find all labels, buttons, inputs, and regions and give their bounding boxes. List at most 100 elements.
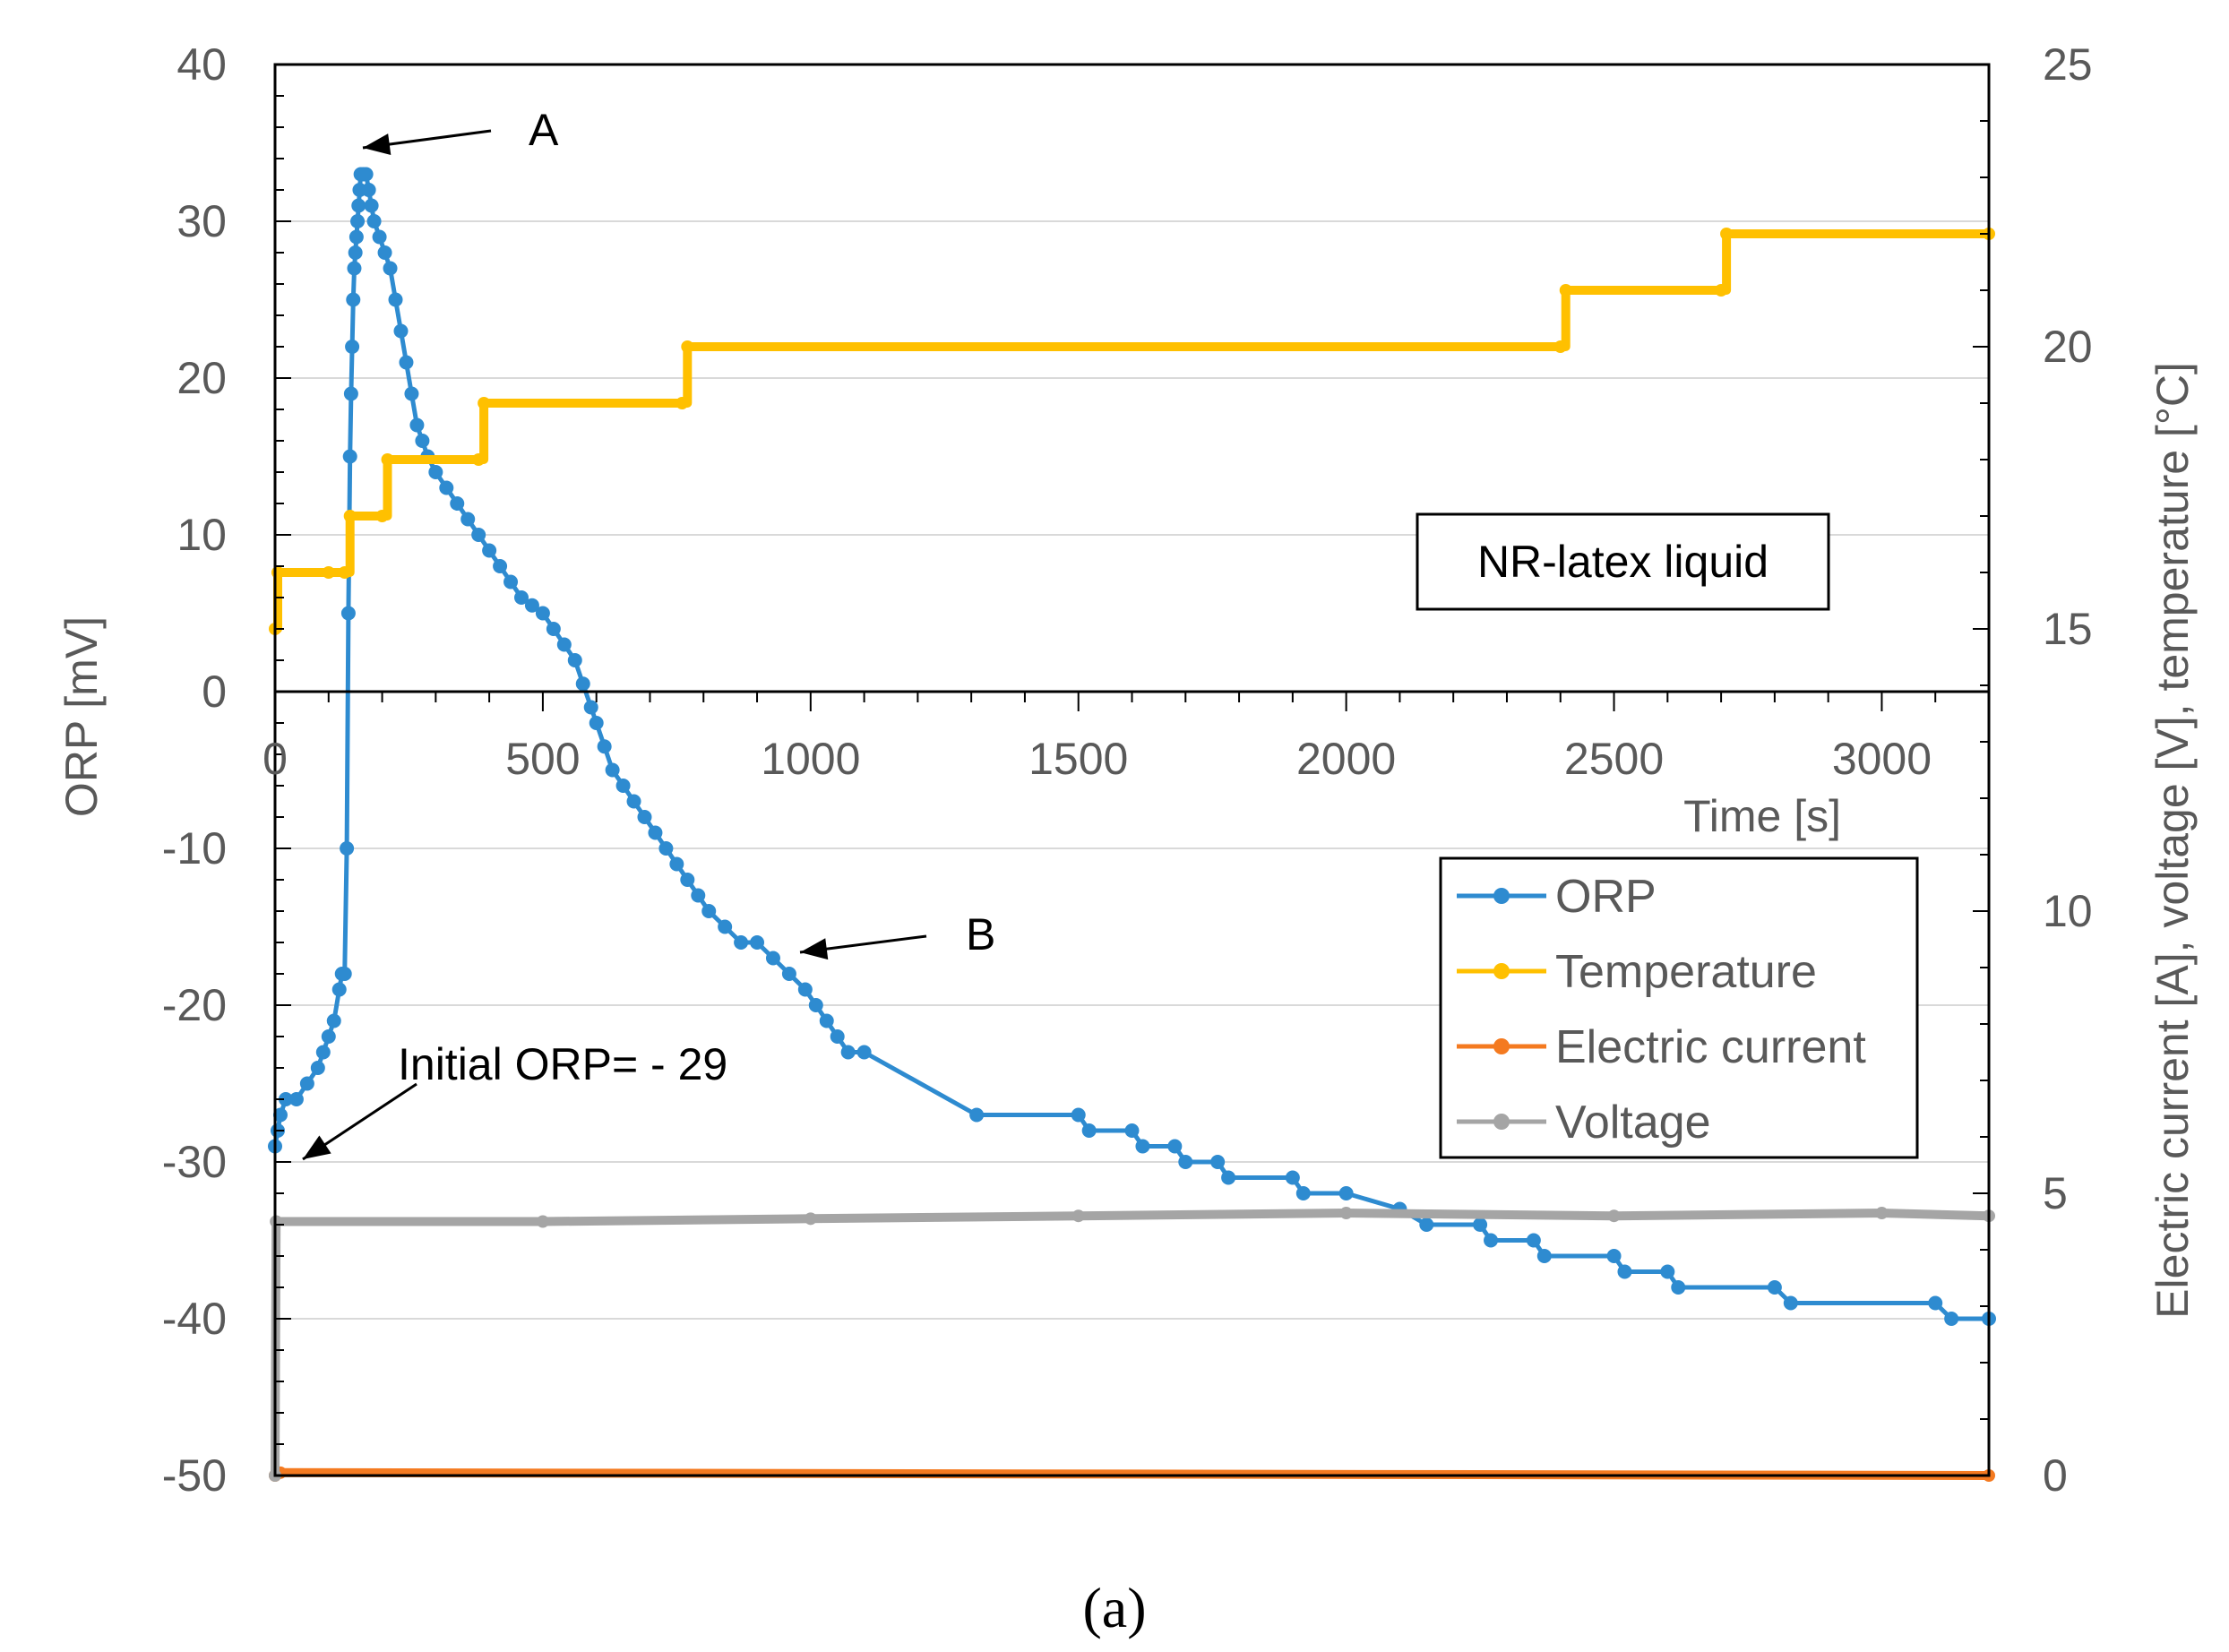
data-point-orp xyxy=(460,512,476,527)
x-tick-label: 1500 xyxy=(1028,734,1128,784)
data-point-orp xyxy=(348,245,363,260)
data-point-orp xyxy=(1295,1186,1311,1200)
x-title: Time [s] xyxy=(1683,791,1841,841)
data-point-orp xyxy=(361,183,376,197)
series-temperature xyxy=(269,228,1995,635)
data-point-orp xyxy=(1484,1233,1499,1248)
x-tick-label: 1000 xyxy=(761,734,860,784)
data-point-orp xyxy=(1338,1186,1354,1200)
legend: ORP Temperature Electric current Voltage xyxy=(1439,856,1919,1159)
data-point-temperature xyxy=(681,340,694,353)
data-point-orp xyxy=(1071,1107,1086,1123)
data-point-orp xyxy=(718,919,733,934)
data-point-temperature xyxy=(1715,284,1728,297)
data-point-orp xyxy=(969,1107,985,1123)
data-point-orp xyxy=(680,873,695,887)
data-point-orp xyxy=(819,1013,834,1028)
legend-label: Electric current xyxy=(1555,1021,1866,1073)
data-point-voltage xyxy=(536,1215,549,1228)
data-point-orp xyxy=(765,951,780,966)
data-point-orp xyxy=(331,982,347,997)
legend-item-temperature: Temperature xyxy=(1457,946,1817,998)
annotation-label: A xyxy=(529,105,559,155)
data-point-orp xyxy=(546,622,561,636)
data-point-orp xyxy=(524,598,539,613)
data-point-orp xyxy=(840,1045,856,1060)
data-point-orp xyxy=(471,528,486,542)
data-point-temperature xyxy=(375,510,389,522)
data-point-temperature xyxy=(472,453,486,466)
sample-label: NR-latex liquid xyxy=(1477,537,1769,587)
annotation-label: Initial ORP= - 29 xyxy=(398,1039,727,1089)
data-point-orp xyxy=(637,810,652,824)
data-point-orp xyxy=(1124,1123,1140,1138)
data-point-temperature xyxy=(381,453,394,466)
data-point-orp xyxy=(393,323,409,339)
data-point-temperature xyxy=(1559,284,1572,297)
data-point-orp xyxy=(1135,1139,1150,1154)
data-point-orp xyxy=(337,967,352,981)
data-point-orp xyxy=(1526,1233,1541,1248)
data-point-orp xyxy=(1473,1217,1488,1232)
data-point-orp xyxy=(589,716,604,730)
y-right-tick-label: 25 xyxy=(2043,39,2093,90)
y-right-tick-label: 20 xyxy=(2043,322,2093,372)
legend-swatch-marker xyxy=(1493,963,1510,979)
data-point-orp xyxy=(1944,1312,1959,1326)
legend-swatch-marker xyxy=(1493,1114,1510,1130)
data-point-orp xyxy=(272,1107,288,1123)
labels: 0 500 1000 1500 2000 2500 3000 40 30 20 10 0 -10 -20 -… xyxy=(56,39,2198,1639)
sample-label-box xyxy=(1416,512,1830,611)
data-point-voltage xyxy=(1339,1207,1353,1220)
y-left-tick-label: 0 xyxy=(202,667,227,717)
data-point-temperature xyxy=(1720,228,1734,240)
x-tick-label: 2000 xyxy=(1296,734,1396,784)
annotation-arrowhead xyxy=(363,133,392,155)
annotation-label: B xyxy=(966,909,995,959)
y-left-tick-label: 20 xyxy=(176,353,227,403)
data-point-orp xyxy=(388,292,403,307)
axes xyxy=(274,64,1990,1476)
legend-label: Voltage xyxy=(1555,1097,1711,1149)
y-left-tick-label: -10 xyxy=(162,823,227,873)
figure-caption: (a) xyxy=(1082,1576,1146,1639)
plot-frame xyxy=(273,63,1991,1477)
data-point-orp xyxy=(1617,1264,1632,1279)
data-point-orp xyxy=(1178,1155,1193,1169)
y-right-tick-label: 10 xyxy=(2043,886,2093,936)
data-point-orp xyxy=(1536,1249,1552,1263)
data-point-voltage xyxy=(1607,1209,1621,1223)
data-point-orp xyxy=(493,559,508,573)
data-point-orp xyxy=(1928,1295,1943,1311)
data-point-orp xyxy=(349,229,364,245)
data-point-orp xyxy=(310,1061,325,1075)
data-point-orp xyxy=(343,386,358,401)
x-tick-label: 0 xyxy=(262,734,288,784)
data-point-orp xyxy=(364,198,379,213)
y-left-tick-label: 10 xyxy=(176,510,227,560)
series-orp xyxy=(268,167,1996,1326)
y-left-tick-label: -20 xyxy=(162,980,227,1030)
data-point-orp xyxy=(583,700,598,715)
data-point-voltage xyxy=(1071,1209,1085,1223)
legend-label: ORP xyxy=(1555,871,1657,923)
data-point-orp xyxy=(1783,1295,1798,1311)
data-point-orp xyxy=(1285,1170,1300,1185)
data-point-orp xyxy=(1167,1139,1183,1154)
data-point-orp xyxy=(750,935,765,950)
data-point-orp xyxy=(513,590,529,605)
data-point-orp xyxy=(691,888,706,903)
data-point-orp xyxy=(567,653,582,667)
data-point-orp xyxy=(399,355,414,370)
data-point-temperature xyxy=(478,397,491,409)
data-point-orp xyxy=(326,1013,341,1028)
data-point-orp xyxy=(597,739,612,754)
y-right-tick-label: 5 xyxy=(2043,1168,2068,1218)
data-point-orp xyxy=(626,794,641,809)
data-point-orp xyxy=(734,935,749,950)
data-point-temperature xyxy=(271,566,284,579)
legend-swatch-marker xyxy=(1493,888,1510,904)
data-point-orp xyxy=(658,841,674,856)
data-point-orp xyxy=(340,606,356,621)
data-point-voltage xyxy=(804,1212,817,1226)
